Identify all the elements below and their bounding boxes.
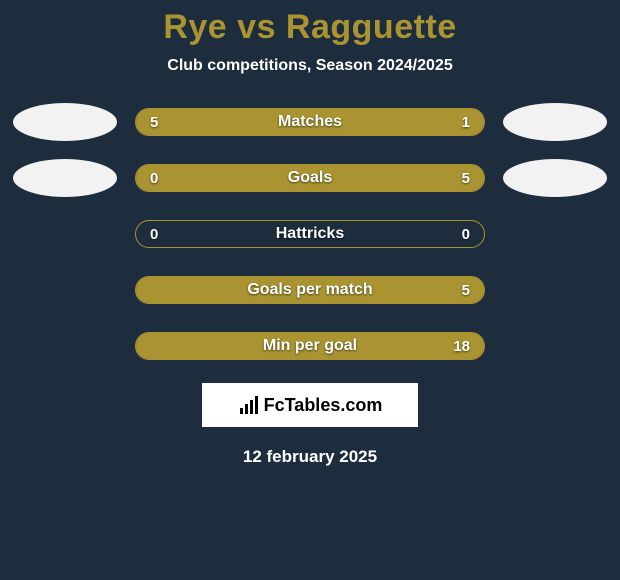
- avatar-right: [503, 103, 607, 141]
- avatar-left: [13, 159, 117, 197]
- stat-bar: 5Matches1: [135, 108, 485, 136]
- stat-value-right: 0: [448, 221, 484, 247]
- subtitle: Club competitions, Season 2024/2025: [0, 57, 620, 75]
- bar-chart-icon: [238, 394, 260, 416]
- stats-list: 5Matches10Goals50Hattricks0Goals per mat…: [0, 103, 620, 365]
- avatar-spacer: [13, 271, 117, 309]
- stat-label: Min per goal: [136, 333, 484, 359]
- avatar-right: [503, 159, 607, 197]
- comparison-card: Rye vs Ragguette Club competitions, Seas…: [0, 0, 620, 467]
- page-title: Rye vs Ragguette: [0, 8, 620, 47]
- stat-label: Matches: [136, 109, 484, 135]
- avatar-spacer: [13, 327, 117, 365]
- stat-bar: 0Goals5: [135, 164, 485, 192]
- stat-row: Min per goal18: [0, 327, 620, 365]
- stat-bar: Min per goal18: [135, 332, 485, 360]
- vs-separator: vs: [237, 8, 286, 46]
- stat-bar: Goals per match5: [135, 276, 485, 304]
- avatar-spacer: [503, 215, 607, 253]
- date-text: 12 february 2025: [0, 447, 620, 467]
- avatar-left: [13, 103, 117, 141]
- stat-label: Goals: [136, 165, 484, 191]
- stat-row: Goals per match5: [0, 271, 620, 309]
- avatar-spacer: [13, 215, 117, 253]
- stat-row: 0Goals5: [0, 159, 620, 197]
- brand-text: FcTables.com: [264, 395, 383, 416]
- stat-label: Hattricks: [136, 221, 484, 247]
- player-right-name: Ragguette: [286, 8, 457, 46]
- avatar-spacer: [503, 327, 607, 365]
- brand-box[interactable]: FcTables.com: [202, 383, 418, 427]
- stat-value-right: 18: [439, 333, 484, 359]
- stat-value-right: 1: [448, 109, 484, 135]
- stat-bar: 0Hattricks0: [135, 220, 485, 248]
- avatar-spacer: [503, 271, 607, 309]
- stat-label: Goals per match: [136, 277, 484, 303]
- stat-row: 5Matches1: [0, 103, 620, 141]
- stat-row: 0Hattricks0: [0, 215, 620, 253]
- player-left-name: Rye: [163, 8, 227, 46]
- stat-value-right: 5: [448, 165, 484, 191]
- stat-value-right: 5: [448, 277, 484, 303]
